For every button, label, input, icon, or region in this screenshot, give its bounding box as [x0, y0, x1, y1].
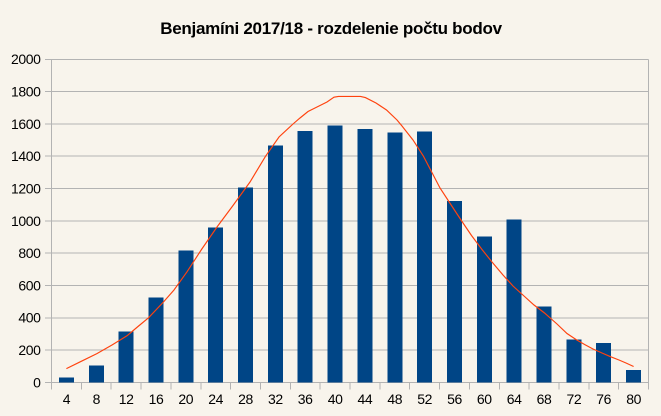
- svg-text:48: 48: [387, 391, 402, 407]
- svg-text:24: 24: [208, 391, 223, 407]
- svg-text:20: 20: [178, 391, 193, 407]
- svg-text:44: 44: [358, 391, 373, 407]
- svg-text:1200: 1200: [11, 180, 41, 196]
- svg-text:68: 68: [537, 391, 552, 407]
- svg-text:Benjamíni 2017/18 - rozdelenie: Benjamíni 2017/18 - rozdelenie počtu bod…: [160, 19, 502, 38]
- svg-text:400: 400: [18, 310, 41, 326]
- svg-text:28: 28: [238, 391, 253, 407]
- svg-text:56: 56: [447, 391, 462, 407]
- svg-text:2000: 2000: [11, 51, 41, 67]
- svg-text:40: 40: [328, 391, 343, 407]
- svg-text:52: 52: [417, 391, 432, 407]
- svg-text:64: 64: [507, 391, 522, 407]
- svg-text:600: 600: [18, 277, 41, 293]
- svg-text:1600: 1600: [11, 116, 41, 132]
- svg-text:80: 80: [626, 391, 641, 407]
- svg-text:8: 8: [93, 391, 101, 407]
- svg-text:12: 12: [119, 391, 134, 407]
- svg-text:36: 36: [298, 391, 313, 407]
- svg-text:32: 32: [268, 391, 283, 407]
- svg-text:72: 72: [567, 391, 582, 407]
- svg-text:60: 60: [477, 391, 492, 407]
- svg-text:800: 800: [18, 245, 41, 261]
- svg-text:1800: 1800: [11, 84, 41, 100]
- svg-text:1000: 1000: [11, 213, 41, 229]
- svg-text:0: 0: [33, 374, 41, 390]
- svg-text:4: 4: [63, 391, 71, 407]
- svg-text:200: 200: [18, 342, 41, 358]
- svg-text:1400: 1400: [11, 148, 41, 164]
- svg-text:76: 76: [596, 391, 611, 407]
- svg-text:16: 16: [149, 391, 164, 407]
